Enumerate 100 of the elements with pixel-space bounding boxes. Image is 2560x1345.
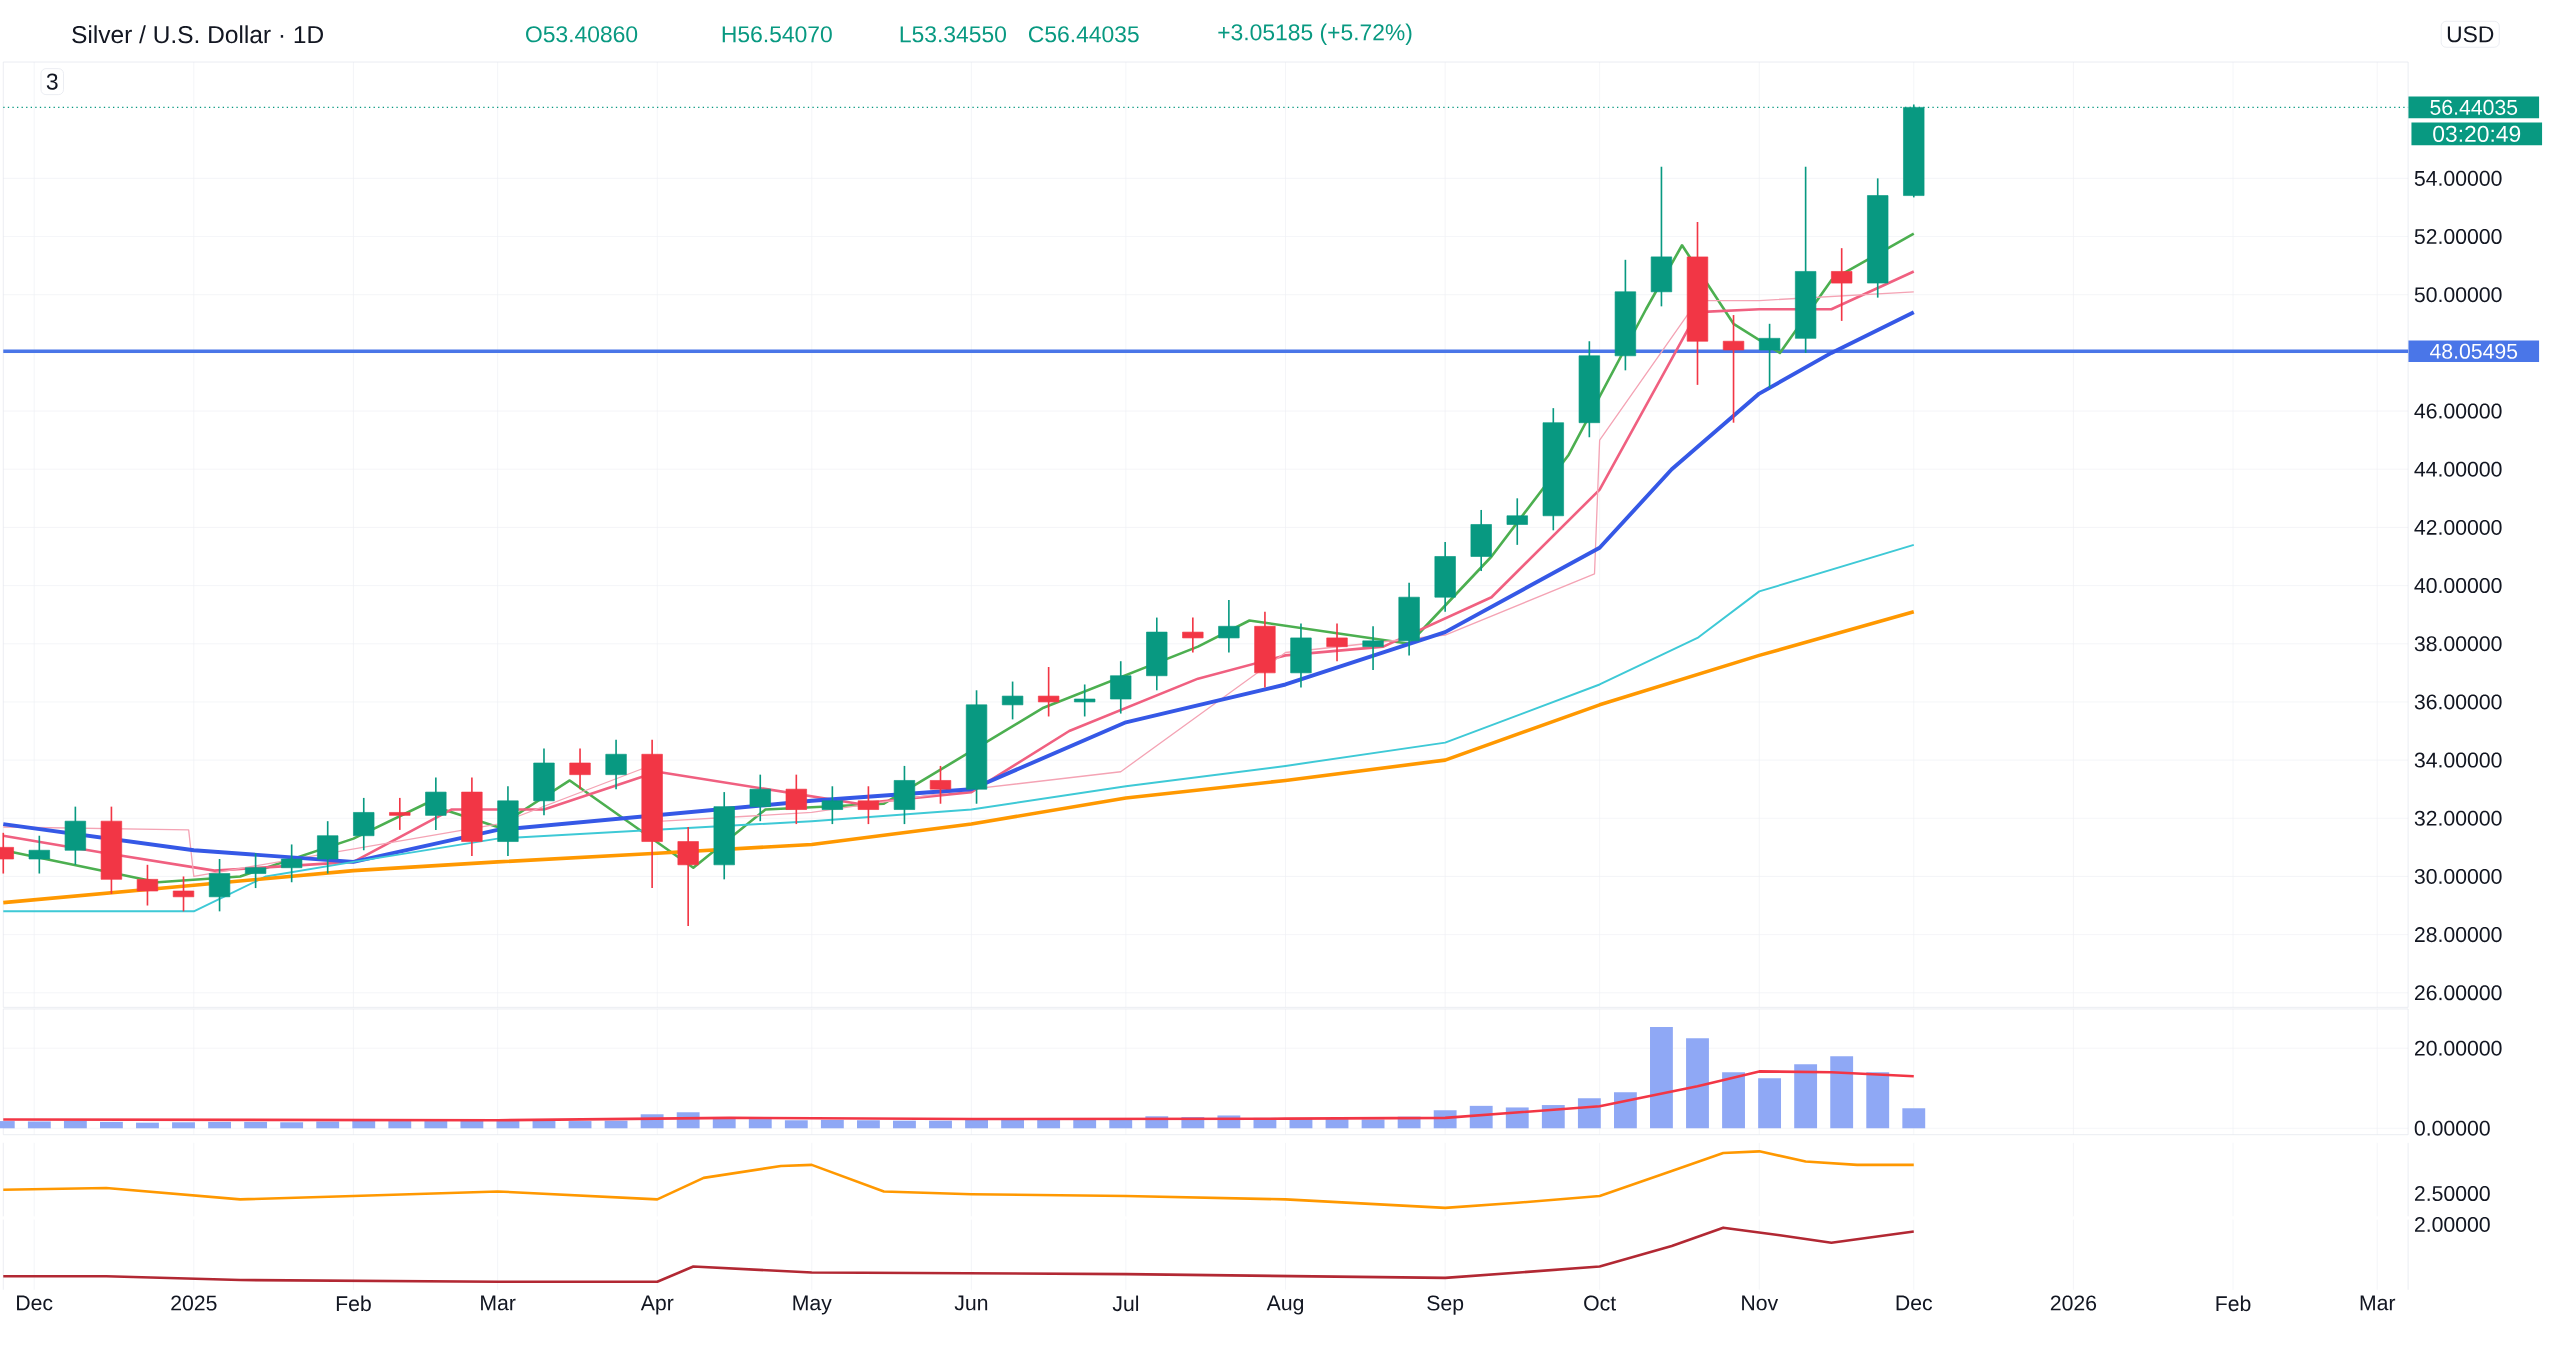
bar: [1722, 1072, 1745, 1129]
candlestick: [929, 764, 952, 805]
x-tick-label: 2025: [171, 1295, 217, 1311]
candlestick: [136, 863, 159, 907]
bar: [1577, 1098, 1601, 1129]
x-tick-label: Apr: [640, 1295, 674, 1315]
bar: [316, 1121, 340, 1129]
candlestick: [1110, 660, 1132, 715]
y-tick-label: 32.00000: [2414, 810, 2502, 826]
text: 2.00000: [2414, 1216, 2490, 1232]
bar: [929, 1120, 952, 1129]
x-tick-label: Sep: [1427, 1295, 1464, 1315]
candlestick: [857, 785, 880, 825]
y-tick-label: 40.00000: [2414, 577, 2502, 593]
candlestick: [821, 785, 843, 825]
bar: [1686, 1038, 1709, 1129]
x-tick-label: Aug: [1266, 1295, 1304, 1315]
chart-title: Silver / U.S. Dollar · 1D: [72, 25, 323, 44]
text: H56.54070: [722, 26, 832, 43]
x-tick-label: Oct: [1584, 1295, 1616, 1311]
bar: [1794, 1064, 1818, 1129]
candlestick: [1218, 599, 1240, 654]
bar: [1758, 1078, 1782, 1129]
text: L53.34550: [900, 26, 1006, 43]
bar: [604, 1120, 628, 1129]
bar: [1073, 1119, 1097, 1129]
text: 03:20:49: [2433, 125, 2521, 142]
y-tick-label: 52.00000: [2414, 228, 2502, 244]
candlestick: [569, 747, 591, 790]
text: C56.44035: [1028, 26, 1139, 43]
text: O53.40860: [526, 26, 638, 43]
candlestick: [317, 820, 339, 875]
bar: [1613, 1092, 1637, 1129]
y-tick-label: 26.00000: [2414, 985, 2502, 1001]
candlestick: [1074, 683, 1096, 718]
x-tick-label: May: [793, 1295, 832, 1315]
text: +3.05185 (+5.72%): [1218, 23, 1412, 45]
y-tick-label: 28.00000: [2414, 926, 2502, 942]
candlestick: [1722, 314, 1745, 424]
candlestick: [208, 858, 231, 913]
text: USD: [2447, 26, 2494, 43]
bar: [1650, 1026, 1673, 1129]
y-tick-label: 50.00000: [2414, 287, 2502, 303]
candlestick: [605, 738, 627, 790]
bar: [27, 1121, 51, 1129]
bar: [1361, 1119, 1385, 1129]
line-series: [2, 543, 1915, 913]
x-tick-label: Dec: [1896, 1295, 1933, 1311]
x-tick-label: 2026: [2050, 1295, 2097, 1311]
candlestick: [1182, 616, 1204, 654]
y-tick-label: 0.00000: [2414, 1120, 2490, 1136]
bar: [388, 1120, 412, 1129]
bar: [748, 1118, 772, 1129]
ref-line-label: 48.05495: [2430, 343, 2518, 359]
bar: [856, 1120, 880, 1129]
bar: [1866, 1072, 1890, 1129]
bar: [172, 1122, 195, 1129]
x-tick-label: Feb: [2216, 1295, 2251, 1311]
bar: [244, 1121, 268, 1129]
ref-line-label: 56.44035: [2430, 99, 2518, 115]
bar: [424, 1120, 448, 1129]
bar: [712, 1118, 736, 1129]
candlestick: [172, 875, 195, 913]
bar: [63, 1120, 87, 1129]
bar: [1902, 1108, 1926, 1129]
annotation: 3: [46, 73, 58, 90]
x-tick-label: Mar: [481, 1295, 516, 1311]
x-tick-label: Mar: [2360, 1295, 2396, 1311]
y-tick-label: 44.00000: [2414, 461, 2502, 477]
bar: [1830, 1056, 1854, 1129]
candlestick: [1758, 322, 1781, 389]
candlestick: [28, 834, 50, 875]
y-tick-label: 30.00000: [2414, 868, 2502, 884]
x-tick-label: Jul: [1112, 1295, 1139, 1311]
bar: [352, 1120, 376, 1129]
bar: [568, 1120, 592, 1129]
candlestick: [244, 852, 267, 889]
candlestick: [425, 776, 447, 831]
bar: [280, 1122, 304, 1129]
bar: [136, 1122, 159, 1129]
y-tick-label: 46.00000: [2414, 403, 2502, 419]
y-tick-label: 20.00000: [2414, 1040, 2502, 1056]
line-series: [1, 1069, 1916, 1122]
candlestick: [785, 773, 807, 825]
candlestick: [1001, 680, 1024, 721]
candlestick: [1831, 247, 1853, 322]
y-tick-label: 36.00000: [2414, 694, 2502, 710]
candlestick: [1326, 622, 1348, 662]
bar: [893, 1120, 916, 1129]
x-tick-label: Feb: [336, 1295, 371, 1311]
candlestick: [389, 796, 411, 831]
y-tick-label: 38.00000: [2414, 636, 2502, 652]
candlestick: [353, 796, 375, 851]
candlestick: [749, 773, 771, 822]
candlestick: [677, 826, 699, 927]
y-tick-label: 34.00000: [2414, 752, 2502, 768]
x-tick-label: Jun: [954, 1295, 988, 1311]
text: 2.50000: [2414, 1185, 2490, 1201]
candlestick: [1038, 666, 1060, 718]
bar: [208, 1121, 231, 1129]
